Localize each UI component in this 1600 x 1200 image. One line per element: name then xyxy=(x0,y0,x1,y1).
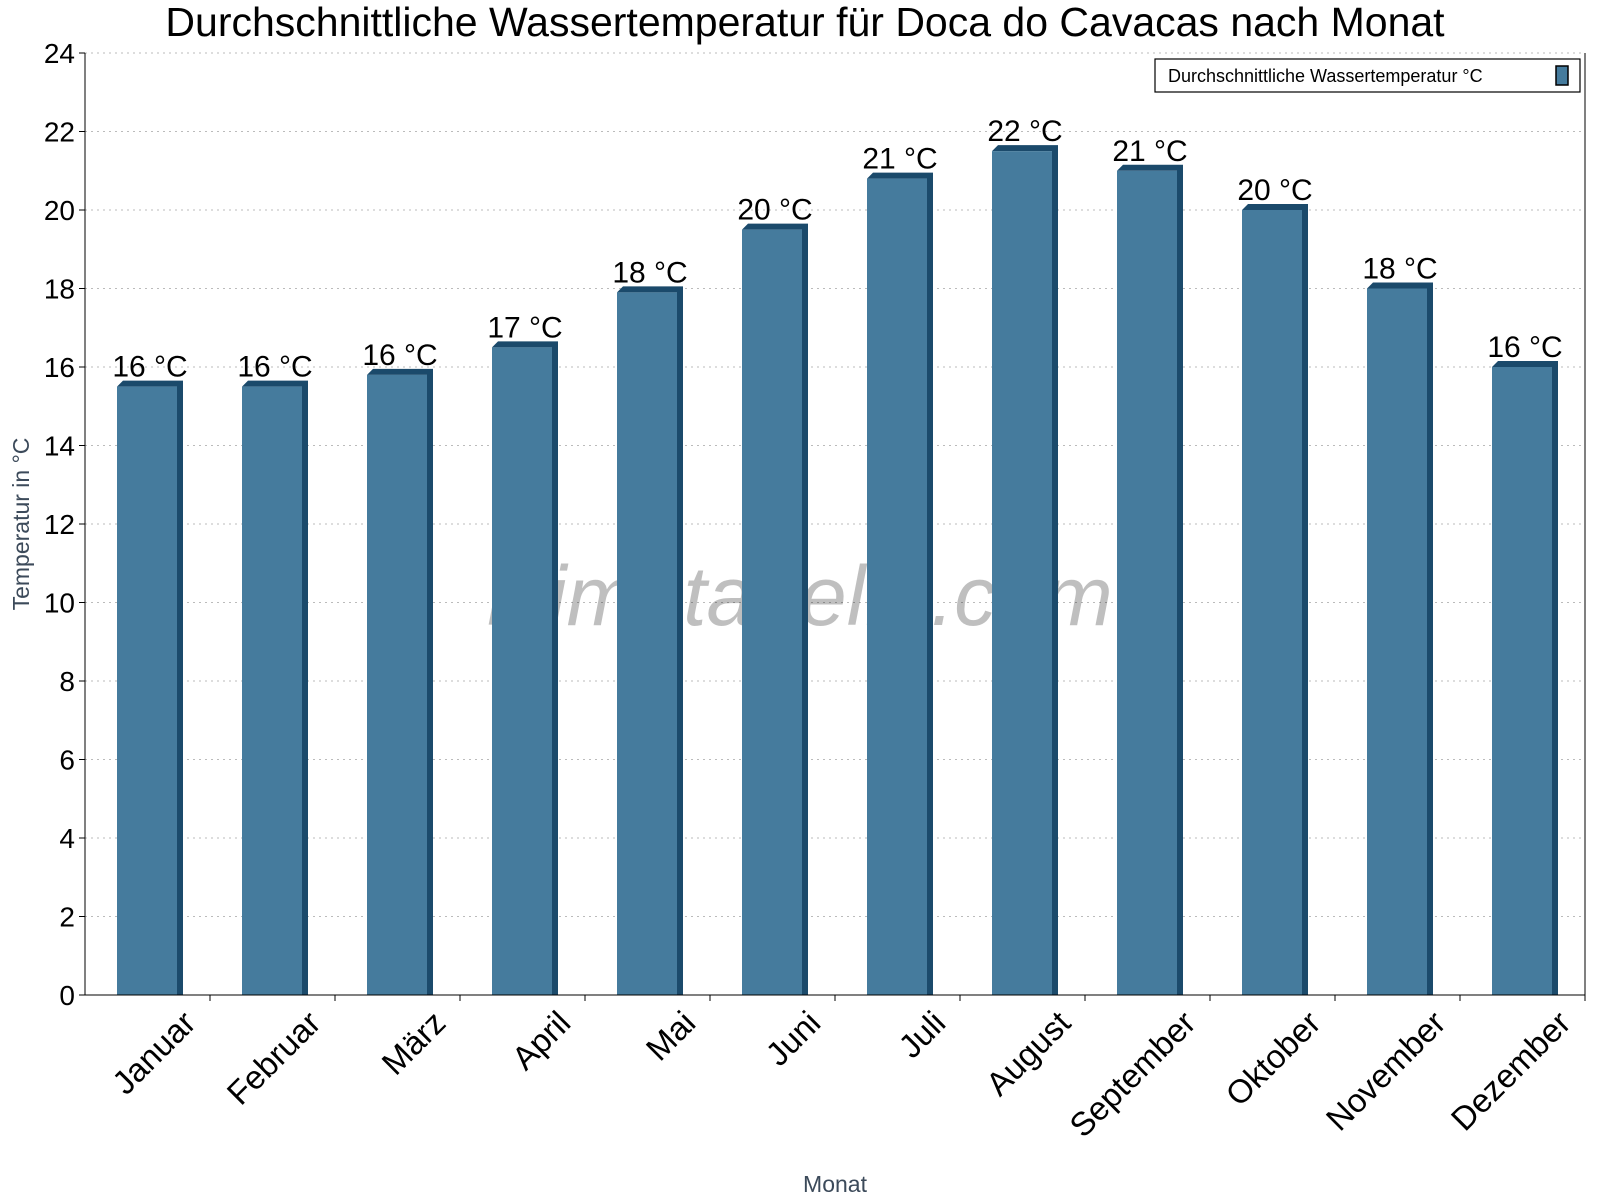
bar xyxy=(367,374,427,996)
data-label: 16 °C xyxy=(112,351,187,384)
data-label: 18 °C xyxy=(612,256,687,289)
chart-title: Durchschnittliche Wassertemperatur für D… xyxy=(165,0,1445,45)
data-label: 20 °C xyxy=(737,194,812,227)
bar xyxy=(117,386,177,995)
bar xyxy=(617,292,677,995)
legend-label: Durchschnittliche Wassertemperatur °C xyxy=(1168,66,1483,86)
gridlines xyxy=(85,52,1585,917)
data-label: 16 °C xyxy=(1487,331,1562,364)
x-tick-label: Oktober xyxy=(1218,1004,1327,1113)
bar xyxy=(992,151,1052,995)
bar xyxy=(242,386,302,995)
x-tick-label: August xyxy=(979,1004,1078,1103)
data-label: 16 °C xyxy=(237,351,312,384)
y-tick-label: 16 xyxy=(44,352,75,383)
data-label: 17 °C xyxy=(487,311,562,344)
data-label: 22 °C xyxy=(987,115,1062,148)
y-tick-label: 20 xyxy=(44,195,75,226)
bars: 16 °C 16 °C 16 °C 17 °C 18 °C 20 °C 21 °C 22 °C… xyxy=(112,115,1563,996)
y-tick-label: 22 xyxy=(44,117,75,148)
y-tick-label: 4 xyxy=(59,823,75,854)
y-tick-label: 2 xyxy=(59,902,75,933)
x-axis-label: Monat xyxy=(803,1171,868,1197)
legend-box xyxy=(1154,58,1581,93)
x-tick-label: Mai xyxy=(639,1004,703,1068)
x-tick-label: Juli xyxy=(891,1004,952,1065)
y-tick-label: 24 xyxy=(44,38,75,69)
x-tick-label: März xyxy=(374,1004,452,1082)
data-label: 21 °C xyxy=(1112,135,1187,168)
legend-swatch xyxy=(1555,65,1569,86)
legend: Durchschnittliche Wassertemperatur °C xyxy=(1154,58,1581,93)
bar xyxy=(1492,367,1552,995)
x-tick-label: Dezember xyxy=(1444,1004,1578,1138)
x-tick-label: April xyxy=(505,1004,578,1077)
y-tick-label: 18 xyxy=(44,274,75,305)
bar xyxy=(1117,170,1177,995)
x-tick-label: November xyxy=(1319,1004,1453,1138)
bar xyxy=(492,347,552,995)
y-tick-label: 8 xyxy=(59,666,75,697)
bar xyxy=(1367,288,1427,995)
data-label: 16 °C xyxy=(362,339,437,372)
x-tick-label: Juni xyxy=(758,1004,827,1073)
bar xyxy=(742,229,802,995)
x-tick-label: Januar xyxy=(105,1004,203,1102)
y-tick-label: 12 xyxy=(44,509,75,540)
x-tick-label: Februar xyxy=(220,1004,328,1112)
bar xyxy=(1242,210,1302,995)
x-tick-label: September xyxy=(1062,1004,1202,1144)
y-tick-label: 0 xyxy=(59,980,75,1011)
data-label: 21 °C xyxy=(862,143,937,176)
y-tick-label: 6 xyxy=(59,745,75,776)
data-label: 18 °C xyxy=(1362,253,1437,286)
data-label: 20 °C xyxy=(1237,174,1312,207)
y-axis-label: Temperatur in °C xyxy=(8,438,34,611)
y-tick-label: 10 xyxy=(44,588,75,619)
y-tick-label: 14 xyxy=(44,431,75,462)
bar xyxy=(867,178,927,996)
